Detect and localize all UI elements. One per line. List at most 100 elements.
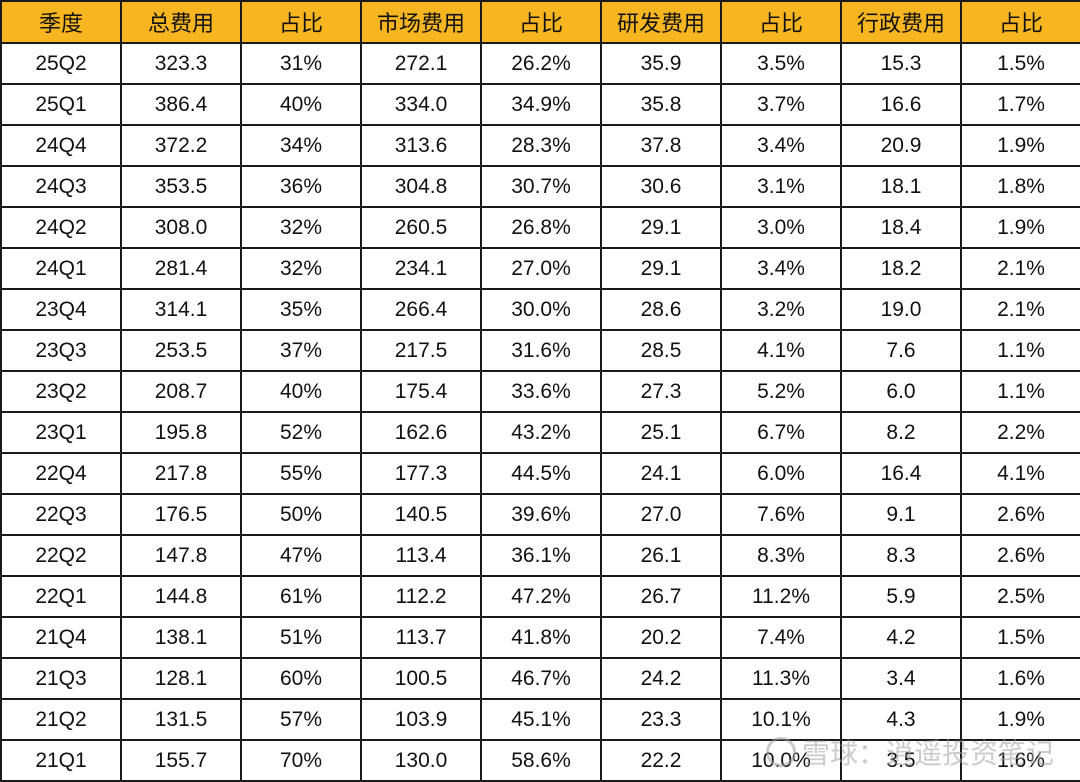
- table-cell: 3.4%: [720, 247, 842, 290]
- table-cell: 37.8: [600, 124, 722, 167]
- table-cell: 4.2: [840, 616, 962, 659]
- table-cell: 37%: [240, 329, 362, 372]
- table-cell: 3.4%: [720, 124, 842, 167]
- column-header: 占比: [480, 0, 602, 44]
- table-cell: 3.5: [840, 739, 962, 782]
- table-row: 23Q2 208.7 40% 175.4 33.6% 27.3 5.2% 6.0 1.1%: [0, 370, 1080, 413]
- table-cell: 50%: [240, 493, 362, 536]
- table-cell: 353.5: [120, 165, 242, 208]
- table-cell: 386.4: [120, 83, 242, 126]
- table-cell: 28.3%: [480, 124, 602, 167]
- table-cell: 26.8%: [480, 206, 602, 249]
- table-row: 23Q4 314.1 35% 266.4 30.0% 28.6 3.2% 19.0 2.1%: [0, 288, 1080, 331]
- table-cell: 47%: [240, 534, 362, 577]
- table-row: 24Q3 353.5 36% 304.8 30.7% 30.6 3.1% 18.1 1.8%: [0, 165, 1080, 208]
- table-cell: 217.8: [120, 452, 242, 495]
- table-cell: 1.9%: [960, 124, 1080, 167]
- table-cell: 2.2%: [960, 411, 1080, 454]
- table-cell: 3.2%: [720, 288, 842, 331]
- table-cell: 21Q1: [0, 739, 122, 782]
- table-cell: 35.9: [600, 42, 722, 85]
- table-cell: 40%: [240, 83, 362, 126]
- table-cell: 2.6%: [960, 534, 1080, 577]
- table-cell: 100.5: [360, 657, 482, 700]
- table-cell: 7.6: [840, 329, 962, 372]
- table-cell: 36.1%: [480, 534, 602, 577]
- table-cell: 4.1%: [720, 329, 842, 372]
- table-row: 24Q2 308.0 32% 260.5 26.8% 29.1 3.0% 18.4 1.9%: [0, 206, 1080, 249]
- table-cell: 57%: [240, 698, 362, 741]
- table-cell: 16.6: [840, 83, 962, 126]
- table-cell: 281.4: [120, 247, 242, 290]
- table-cell: 26.7: [600, 575, 722, 618]
- table-cell: 32%: [240, 206, 362, 249]
- table-row: 23Q1 195.8 52% 162.6 43.2% 25.1 6.7% 8.2 2.2%: [0, 411, 1080, 454]
- table-cell: 24Q4: [0, 124, 122, 167]
- table-cell: 58.6%: [480, 739, 602, 782]
- table-row: 21Q1 155.7 70% 130.0 58.6% 22.2 10.0% 3.5 1.6%: [0, 739, 1080, 782]
- table-row: 22Q1 144.8 61% 112.2 47.2% 26.7 11.2% 5.9 2.5%: [0, 575, 1080, 618]
- table-cell: 314.1: [120, 288, 242, 331]
- table-cell: 10.0%: [720, 739, 842, 782]
- table-cell: 16.4: [840, 452, 962, 495]
- table-cell: 41.8%: [480, 616, 602, 659]
- table-cell: 20.9: [840, 124, 962, 167]
- table-cell: 30.7%: [480, 165, 602, 208]
- table-cell: 18.2: [840, 247, 962, 290]
- table-cell: 323.3: [120, 42, 242, 85]
- column-header: 季度: [0, 0, 122, 44]
- table-cell: 1.8%: [960, 165, 1080, 208]
- table-cell: 29.1: [600, 206, 722, 249]
- table-cell: 35.8: [600, 83, 722, 126]
- table-cell: 266.4: [360, 288, 482, 331]
- table-row: 24Q1 281.4 32% 234.1 27.0% 29.1 3.4% 18.2 2.1%: [0, 247, 1080, 290]
- table-cell: 308.0: [120, 206, 242, 249]
- table-cell: 23Q3: [0, 329, 122, 372]
- table-cell: 3.1%: [720, 165, 842, 208]
- table-cell: 30.0%: [480, 288, 602, 331]
- table-cell: 24Q2: [0, 206, 122, 249]
- table-cell: 22Q3: [0, 493, 122, 536]
- table-cell: 7.6%: [720, 493, 842, 536]
- table-cell: 11.3%: [720, 657, 842, 700]
- table-cell: 5.9: [840, 575, 962, 618]
- column-header: 占比: [960, 0, 1080, 44]
- table-cell: 40%: [240, 370, 362, 413]
- table-cell: 39.6%: [480, 493, 602, 536]
- table-cell: 334.0: [360, 83, 482, 126]
- column-header: 市场费用: [360, 0, 482, 44]
- table-cell: 24Q3: [0, 165, 122, 208]
- header-row: 季度 总费用 占比 市场费用 占比 研发费用 占比 行政费用 占比: [0, 0, 1080, 44]
- table-cell: 35%: [240, 288, 362, 331]
- table-cell: 24.1: [600, 452, 722, 495]
- table-cell: 55%: [240, 452, 362, 495]
- table-cell: 22Q4: [0, 452, 122, 495]
- table-cell: 60%: [240, 657, 362, 700]
- table-cell: 3.0%: [720, 206, 842, 249]
- table-cell: 21Q3: [0, 657, 122, 700]
- table-cell: 2.1%: [960, 247, 1080, 290]
- table-cell: 21Q2: [0, 698, 122, 741]
- table-cell: 30.6: [600, 165, 722, 208]
- table-cell: 25Q1: [0, 83, 122, 126]
- table-cell: 8.2: [840, 411, 962, 454]
- column-header: 占比: [240, 0, 362, 44]
- table-cell: 4.1%: [960, 452, 1080, 495]
- table-cell: 208.7: [120, 370, 242, 413]
- table-cell: 18.1: [840, 165, 962, 208]
- table-cell: 260.5: [360, 206, 482, 249]
- table-cell: 112.2: [360, 575, 482, 618]
- table-cell: 1.1%: [960, 370, 1080, 413]
- table-cell: 8.3: [840, 534, 962, 577]
- column-header: 占比: [720, 0, 842, 44]
- table-cell: 155.7: [120, 739, 242, 782]
- table-header: 季度 总费用 占比 市场费用 占比 研发费用 占比 行政费用 占比: [0, 0, 1080, 44]
- table-cell: 113.7: [360, 616, 482, 659]
- table-cell: 26.2%: [480, 42, 602, 85]
- table-row: 21Q4 138.1 51% 113.7 41.8% 20.2 7.4% 4.2 1.5%: [0, 616, 1080, 659]
- table-cell: 147.8: [120, 534, 242, 577]
- table-cell: 128.1: [120, 657, 242, 700]
- table-cell: 176.5: [120, 493, 242, 536]
- table-cell: 23Q4: [0, 288, 122, 331]
- table-cell: 175.4: [360, 370, 482, 413]
